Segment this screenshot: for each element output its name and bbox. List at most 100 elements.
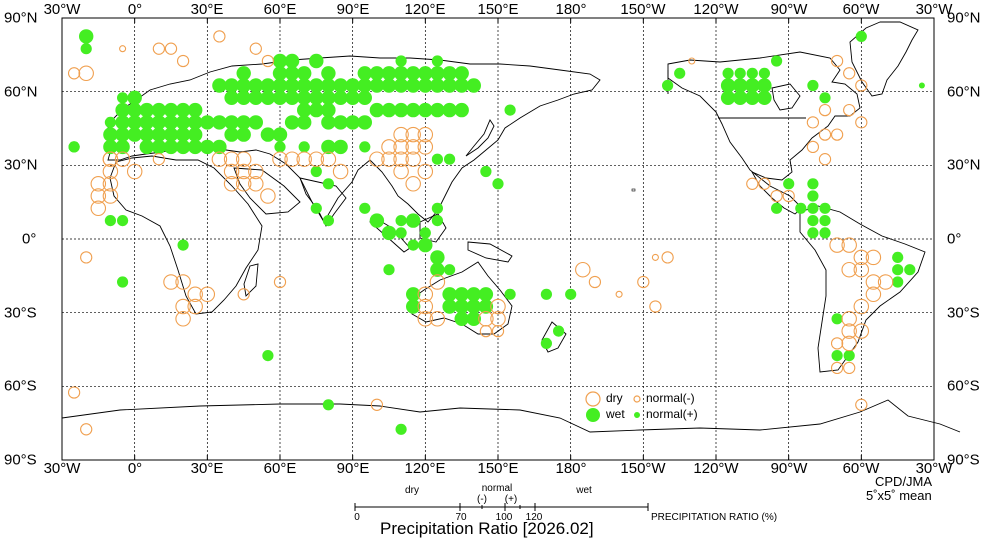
wet-marker <box>540 288 553 300</box>
top-lon-label: 180° <box>555 1 587 18</box>
wet-marker <box>175 127 191 142</box>
wet-marker <box>722 67 734 79</box>
wet-marker <box>819 215 831 227</box>
wet-marker <box>418 102 433 118</box>
dry-marker <box>393 151 409 167</box>
wet-marker <box>212 139 227 155</box>
observation-markers <box>67 29 925 436</box>
dry-marker <box>818 128 832 141</box>
scale-plus-label: (+) <box>504 494 518 505</box>
wet-marker <box>297 66 312 81</box>
wet-marker <box>406 78 421 93</box>
dry-marker <box>393 126 409 143</box>
dry-marker <box>417 298 434 315</box>
top-lon-label: 90°E <box>336 1 370 18</box>
wet-marker <box>807 215 819 227</box>
wet-marker <box>454 299 469 314</box>
wet-marker <box>406 213 421 228</box>
dry-marker <box>235 176 252 192</box>
dry-marker <box>830 361 844 375</box>
dry-marker <box>78 65 94 82</box>
dry-marker <box>806 116 820 129</box>
wet-marker <box>248 90 263 106</box>
wet-marker <box>272 53 288 69</box>
wet-marker <box>771 55 783 67</box>
dry-marker <box>80 251 93 264</box>
scale-tick-label: 100 <box>495 512 513 523</box>
coastline-antarctica <box>61 399 961 433</box>
wet-marker <box>807 227 819 239</box>
dry-marker <box>429 311 446 327</box>
dry-marker <box>249 42 262 55</box>
bottom-lon-label: 180° <box>555 460 587 477</box>
dry-marker <box>688 57 696 65</box>
dry-marker <box>490 298 506 315</box>
wet-marker <box>200 115 215 130</box>
wet-marker <box>309 53 324 69</box>
top-lon-label: 60°W <box>842 1 880 18</box>
wet-marker <box>757 78 772 93</box>
wet-marker <box>466 299 481 314</box>
dry-marker <box>661 251 674 264</box>
wet-marker <box>734 67 746 79</box>
map-title: Precipitation Ratio [2026.02] <box>380 519 594 538</box>
dry-marker <box>211 151 228 167</box>
wet-marker <box>188 127 203 142</box>
bottom-lon-label: 60°E <box>263 460 297 477</box>
wet-marker <box>795 202 807 214</box>
wet-marker <box>431 215 443 227</box>
wet-marker <box>224 78 239 93</box>
wet-marker <box>139 139 154 155</box>
wet-marker <box>504 288 516 300</box>
wet-marker <box>369 102 385 118</box>
dry-marker <box>381 139 397 155</box>
dry-marker <box>273 275 287 289</box>
legend-wet-symbol <box>586 408 600 422</box>
coastline-borneo <box>419 213 447 243</box>
wet-marker <box>310 165 322 178</box>
wet-marker <box>381 225 397 241</box>
wet-marker <box>357 66 372 81</box>
wet-marker <box>478 299 494 314</box>
dry-marker <box>417 126 434 143</box>
dry-marker <box>332 163 349 180</box>
legend-normal-plus-symbol <box>634 412 640 418</box>
wet-marker <box>272 78 288 93</box>
wet-marker <box>393 102 409 118</box>
wet-marker <box>406 287 421 302</box>
dry-marker <box>865 249 882 266</box>
wet-marker <box>745 78 760 93</box>
wet-marker <box>212 115 227 130</box>
dry-marker <box>126 163 143 180</box>
graticule <box>62 18 934 460</box>
wet-marker <box>381 66 397 81</box>
scale-dry-label: dry <box>405 485 419 496</box>
wet-marker <box>418 66 433 81</box>
wet-marker <box>236 66 251 81</box>
wet-marker <box>262 350 274 362</box>
left-lat-label: 90°N <box>4 9 38 27</box>
wet-marker <box>284 53 300 69</box>
left-lat-label: 0° <box>22 230 37 248</box>
wet-marker <box>480 165 492 178</box>
wet-marker <box>333 78 348 93</box>
wet-marker <box>127 127 142 142</box>
wet-marker <box>236 115 251 130</box>
dry-marker <box>261 54 275 68</box>
wet-marker <box>188 115 203 130</box>
wet-marker <box>565 288 577 300</box>
dry-marker <box>782 189 795 203</box>
dry-marker <box>152 42 166 55</box>
dry-marker <box>830 54 844 68</box>
wet-marker <box>321 102 336 118</box>
wet-marker <box>139 127 154 142</box>
wet-marker <box>406 299 421 314</box>
wet-marker <box>151 102 167 118</box>
wet-marker <box>79 29 94 44</box>
dry-marker <box>417 139 434 155</box>
wet-marker <box>321 78 336 93</box>
dry-marker <box>175 298 191 315</box>
wet-marker <box>151 139 167 155</box>
dry-marker <box>843 67 856 80</box>
